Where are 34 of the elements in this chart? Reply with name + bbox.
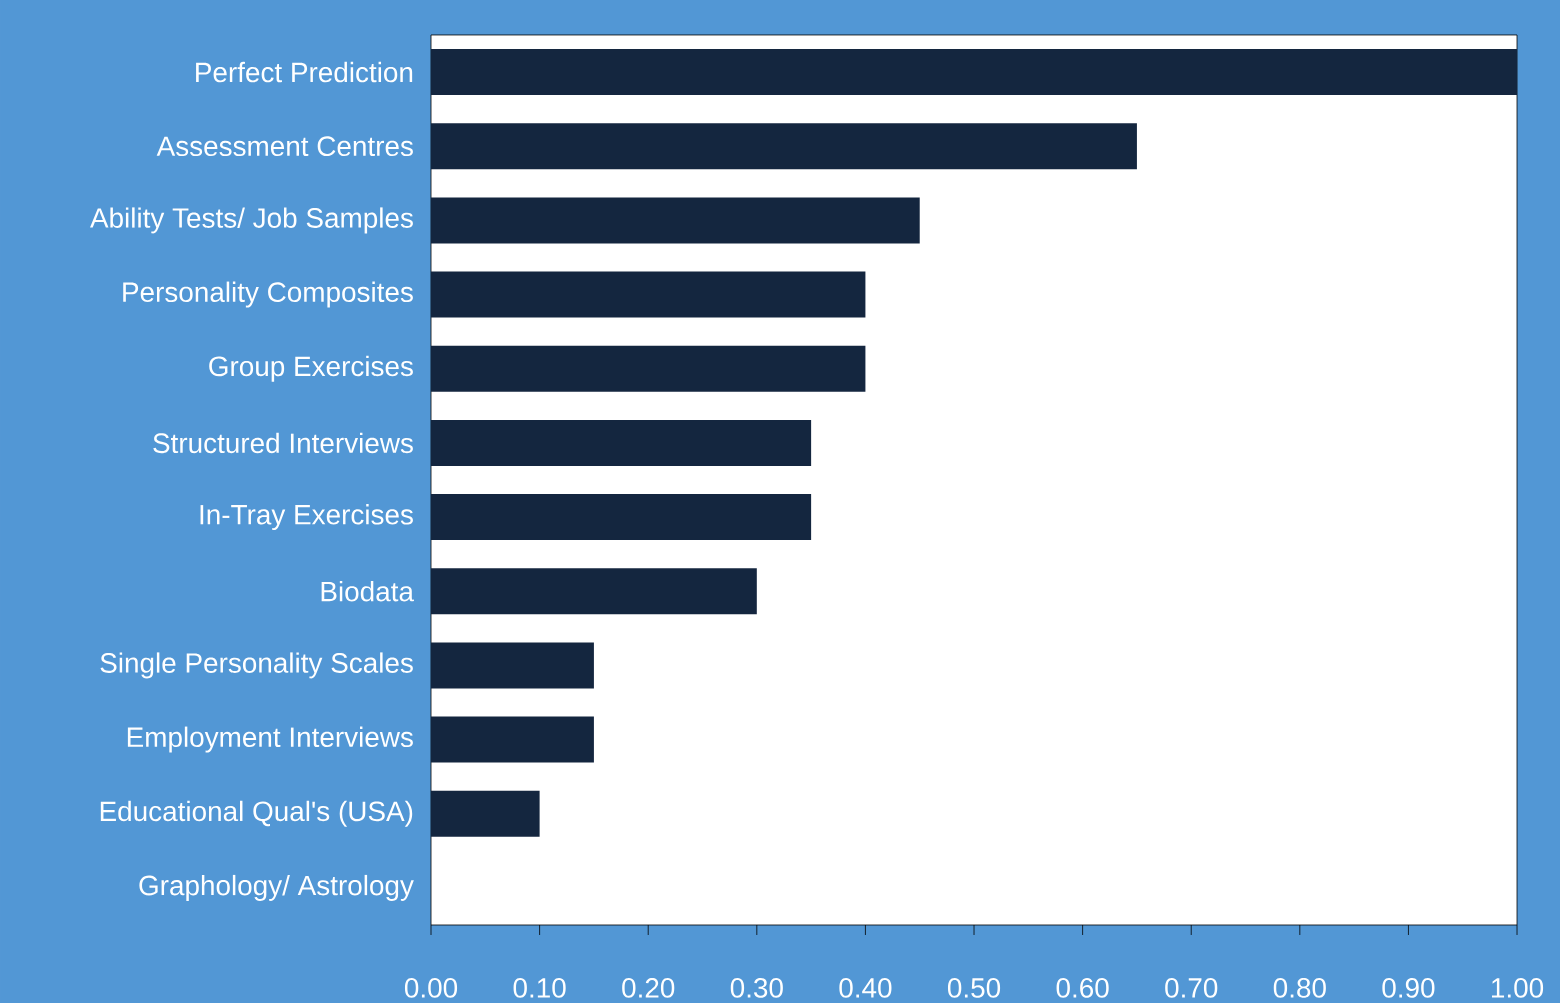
bar <box>431 419 812 466</box>
bar <box>431 48 1518 95</box>
x-tick-label: 0.40 <box>839 977 892 998</box>
bar <box>431 123 1137 170</box>
x-tick-label: 1.00 <box>1492 977 1544 998</box>
y-tick-label: Employment Interviews <box>127 726 413 753</box>
bar <box>431 568 757 615</box>
x-tick-label: 0.80 <box>1273 977 1326 998</box>
bar <box>431 345 866 392</box>
bar <box>431 716 594 763</box>
y-tick-label: Graphology/ Astrology <box>139 874 414 901</box>
x-tick-label: 0.10 <box>513 977 566 998</box>
x-tick-label: 0.60 <box>1056 977 1109 998</box>
bar <box>431 642 594 689</box>
bar <box>431 271 866 318</box>
y-tick-label: Educational Qual's (USA) <box>100 800 413 827</box>
y-tick-label: Single Personality Scales <box>100 652 413 679</box>
bar <box>431 790 540 837</box>
x-tick-label: 0.90 <box>1382 977 1435 998</box>
x-tick-label: 0.70 <box>1165 977 1218 998</box>
y-tick-label: Ability Tests/ Job Samples <box>90 207 413 234</box>
y-tick-label: In-Tray Exercises <box>200 503 413 530</box>
x-tick-label: 0.50 <box>947 977 1001 998</box>
y-tick-label: Personality Composites <box>123 281 413 308</box>
x-tick-label: 0.20 <box>622 977 675 998</box>
y-tick-label: Group Exercises <box>209 355 413 382</box>
x-tick-label: 0.30 <box>730 977 783 998</box>
y-tick-label: Structured Interviews <box>153 432 413 453</box>
y-tick-label: Perfect Prediction <box>196 61 413 83</box>
x-tick-label: 0.00 <box>404 977 458 998</box>
bar <box>431 493 812 540</box>
bar <box>431 197 920 244</box>
y-tick-label: Assessment Centres <box>156 136 413 156</box>
y-tick-label: Biodata <box>321 580 414 602</box>
